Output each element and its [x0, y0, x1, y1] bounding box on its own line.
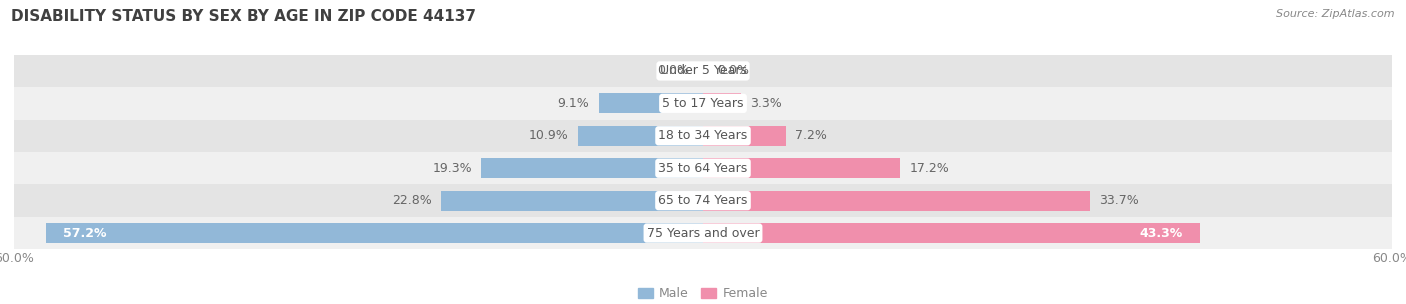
Text: 19.3%: 19.3% — [433, 162, 472, 175]
Text: 57.2%: 57.2% — [63, 226, 107, 240]
Text: 3.3%: 3.3% — [749, 97, 782, 110]
Text: DISABILITY STATUS BY SEX BY AGE IN ZIP CODE 44137: DISABILITY STATUS BY SEX BY AGE IN ZIP C… — [11, 9, 477, 24]
Bar — [703, 158, 900, 178]
Bar — [703, 191, 1090, 211]
Bar — [703, 126, 786, 146]
Bar — [46, 223, 703, 243]
Text: 18 to 34 Years: 18 to 34 Years — [658, 129, 748, 142]
Bar — [14, 87, 1392, 119]
Bar — [14, 152, 1392, 185]
Text: 0.0%: 0.0% — [717, 64, 749, 78]
Legend: Male, Female: Male, Female — [633, 282, 773, 304]
Text: 22.8%: 22.8% — [392, 194, 432, 207]
Text: 7.2%: 7.2% — [794, 129, 827, 142]
Text: 10.9%: 10.9% — [529, 129, 568, 142]
Text: 65 to 74 Years: 65 to 74 Years — [658, 194, 748, 207]
Bar — [441, 191, 703, 211]
Text: 33.7%: 33.7% — [1099, 194, 1139, 207]
Text: 5 to 17 Years: 5 to 17 Years — [662, 97, 744, 110]
Bar — [14, 185, 1392, 217]
Bar — [703, 223, 1201, 243]
Bar — [14, 119, 1392, 152]
Text: 35 to 64 Years: 35 to 64 Years — [658, 162, 748, 175]
Text: 17.2%: 17.2% — [910, 162, 949, 175]
Text: 43.3%: 43.3% — [1140, 226, 1182, 240]
Bar — [599, 93, 703, 113]
Text: 0.0%: 0.0% — [657, 64, 689, 78]
Bar — [14, 217, 1392, 249]
Text: Under 5 Years: Under 5 Years — [659, 64, 747, 78]
Bar — [578, 126, 703, 146]
Text: 9.1%: 9.1% — [558, 97, 589, 110]
Bar — [14, 55, 1392, 87]
Text: Source: ZipAtlas.com: Source: ZipAtlas.com — [1277, 9, 1395, 19]
Bar — [703, 93, 741, 113]
Bar — [481, 158, 703, 178]
Text: 75 Years and over: 75 Years and over — [647, 226, 759, 240]
